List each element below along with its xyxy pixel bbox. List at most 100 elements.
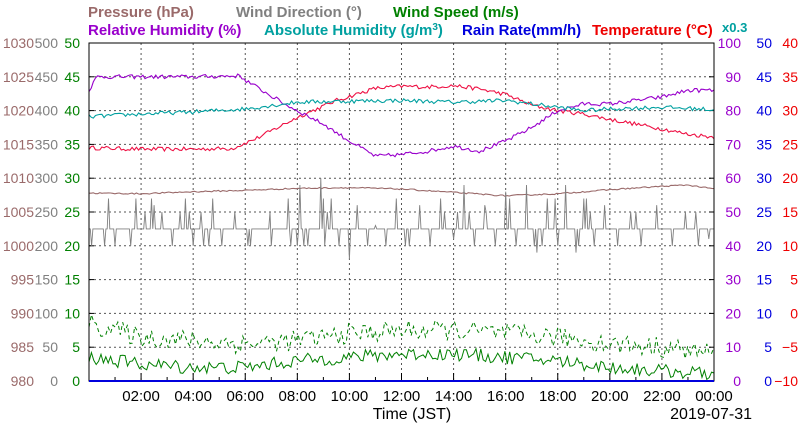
legend: Pressure (hPa) Wind Direction (°) Wind Spe… bbox=[88, 4, 747, 39]
series bbox=[88, 73, 715, 381]
temperature-tick-label: 15 bbox=[782, 204, 798, 220]
temperature-line bbox=[88, 84, 715, 153]
wind_speed-tick-label: 25 bbox=[64, 204, 80, 220]
x-tick-label: 02:00 bbox=[122, 388, 160, 405]
rain_rate-tick-label: 5 bbox=[764, 339, 772, 355]
wind_speed-tick-label: 40 bbox=[64, 103, 80, 119]
wind_direction-tick-label: 0 bbox=[50, 373, 58, 389]
pressure-tick-label: 985 bbox=[11, 339, 35, 355]
relative_humidity-tick-label: 20 bbox=[725, 305, 741, 321]
x-tick-label: 18:00 bbox=[539, 388, 577, 405]
x-tick-label: 20:00 bbox=[591, 388, 629, 405]
legend-entry: Wind Direction (°) bbox=[236, 4, 362, 21]
wind_direction-tick-label: 350 bbox=[35, 136, 59, 152]
relative_humidity-line bbox=[88, 73, 715, 158]
temperature-tick-label: 35 bbox=[782, 69, 798, 85]
wind_speed_avg-line bbox=[88, 347, 715, 381]
temperature-tick-label: 30 bbox=[782, 103, 798, 119]
rain_rate-tick-label: 10 bbox=[756, 305, 772, 321]
temperature-tick-label: 40 bbox=[782, 35, 798, 51]
wind_speed-tick-label: 20 bbox=[64, 238, 80, 254]
wind_direction-tick-label: 200 bbox=[35, 238, 59, 254]
x-tick-label: 06:00 bbox=[226, 388, 264, 405]
grid bbox=[89, 43, 714, 381]
pressure-line bbox=[89, 184, 715, 197]
x-tick-label: 12:00 bbox=[383, 388, 421, 405]
rain_rate-tick-label: 15 bbox=[756, 272, 772, 288]
wind_direction-tick-label: 400 bbox=[35, 103, 59, 119]
wind_direction-line bbox=[89, 178, 714, 260]
x-tick-label: 22:00 bbox=[643, 388, 681, 405]
relative_humidity-tick-label: 50 bbox=[725, 204, 741, 220]
wind_direction-tick-label: 300 bbox=[35, 170, 59, 186]
rain_rate-tick-label: 40 bbox=[756, 103, 772, 119]
relative_humidity-tick-label: 30 bbox=[725, 272, 741, 288]
wind_speed_max-line bbox=[88, 312, 715, 359]
wind_speed-tick-label: 0 bbox=[72, 373, 80, 389]
temperature-tick-label: 25 bbox=[782, 136, 798, 152]
rain_rate-tick-label: 25 bbox=[756, 204, 772, 220]
wind_speed-tick-label: 45 bbox=[64, 69, 80, 85]
pressure-tick-label: 1000 bbox=[3, 238, 34, 254]
legend-entry: Absolute Humidity (g/m3) bbox=[264, 22, 443, 40]
legend-entry: Pressure (hPa) bbox=[88, 4, 194, 21]
chart-date: 2019-07-31 bbox=[670, 406, 752, 423]
temperature-tick-label: 0 bbox=[790, 305, 798, 321]
wind_direction-tick-label: 100 bbox=[35, 305, 59, 321]
legend-entry: Wind Speed (m/s) bbox=[393, 4, 519, 21]
wind_speed-tick-label: 30 bbox=[64, 170, 80, 186]
x-tick-label: 08:00 bbox=[279, 388, 317, 405]
legend-entry: Temperature (°C) bbox=[592, 22, 713, 39]
wind_speed-tick-label: 15 bbox=[64, 272, 80, 288]
pressure-tick-label: 1030 bbox=[3, 35, 34, 51]
pressure-tick-label: 1015 bbox=[3, 136, 34, 152]
x-axis-label: Time (JST) bbox=[373, 406, 452, 423]
abs-humidity-scale-label: x0.3 bbox=[722, 20, 747, 35]
rain_rate-tick-label: 45 bbox=[756, 69, 772, 85]
pressure-tick-label: 995 bbox=[11, 272, 35, 288]
wind_direction-tick-label: 450 bbox=[35, 69, 59, 85]
relative_humidity-tick-label: 10 bbox=[725, 339, 741, 355]
x-tick-label: 00:00 bbox=[695, 388, 733, 405]
x-tick-label: 04:00 bbox=[174, 388, 212, 405]
wind_speed-tick-label: 5 bbox=[72, 339, 80, 355]
x-tick-label: 16:00 bbox=[487, 388, 525, 405]
relative_humidity-tick-label: 70 bbox=[725, 136, 741, 152]
wind_speed-tick-label: 50 bbox=[64, 35, 80, 51]
temperature-tick-label: −10 bbox=[774, 373, 798, 389]
wind_speed-tick-label: 10 bbox=[64, 305, 80, 321]
wind_direction-tick-label: 150 bbox=[35, 272, 59, 288]
x-tick-label: 14:00 bbox=[435, 388, 473, 405]
temperature-tick-label: 5 bbox=[790, 272, 798, 288]
rain_rate-tick-label: 35 bbox=[756, 136, 772, 152]
x-axis: 02:00 04:00 06:00 08:00 10:00 12:00 14:00 16:00… bbox=[89, 373, 733, 405]
pressure-tick-label: 980 bbox=[11, 373, 35, 389]
pressure-tick-label: 1005 bbox=[3, 204, 34, 220]
rain_rate-tick-label: 20 bbox=[756, 238, 772, 254]
relative_humidity-tick-label: 0 bbox=[733, 373, 741, 389]
temperature-tick-label: 20 bbox=[782, 170, 798, 186]
pressure-tick-label: 990 bbox=[11, 305, 35, 321]
relative_humidity-tick-label: 90 bbox=[725, 69, 741, 85]
pressure-tick-label: 1020 bbox=[3, 103, 34, 119]
left-axes: 980 0 0 985 50 5 990 100 10 995 150 15 1000 200 20 1005… bbox=[3, 35, 80, 389]
absolute_humidity_x0.3-line bbox=[88, 97, 715, 119]
relative_humidity-tick-label: 100 bbox=[718, 35, 742, 51]
pressure-tick-label: 1010 bbox=[3, 170, 34, 186]
relative_humidity-tick-label: 60 bbox=[725, 170, 741, 186]
legend-entry: Rain Rate(mm/h) bbox=[462, 22, 581, 39]
temperature-tick-label: −5 bbox=[782, 339, 798, 355]
rain_rate-tick-label: 50 bbox=[756, 35, 772, 51]
wind_direction-tick-label: 250 bbox=[35, 204, 59, 220]
pressure-tick-label: 1025 bbox=[3, 69, 34, 85]
wind_speed-tick-label: 35 bbox=[64, 136, 80, 152]
x-tick-label: 10:00 bbox=[331, 388, 369, 405]
relative_humidity-tick-label: 80 bbox=[725, 103, 741, 119]
temperature-tick-label: 10 bbox=[782, 238, 798, 254]
rain_rate-tick-label: 0 bbox=[764, 373, 772, 389]
wind_direction-tick-label: 500 bbox=[35, 35, 59, 51]
rain_rate-tick-label: 30 bbox=[756, 170, 772, 186]
wind_direction-tick-label: 50 bbox=[42, 339, 58, 355]
